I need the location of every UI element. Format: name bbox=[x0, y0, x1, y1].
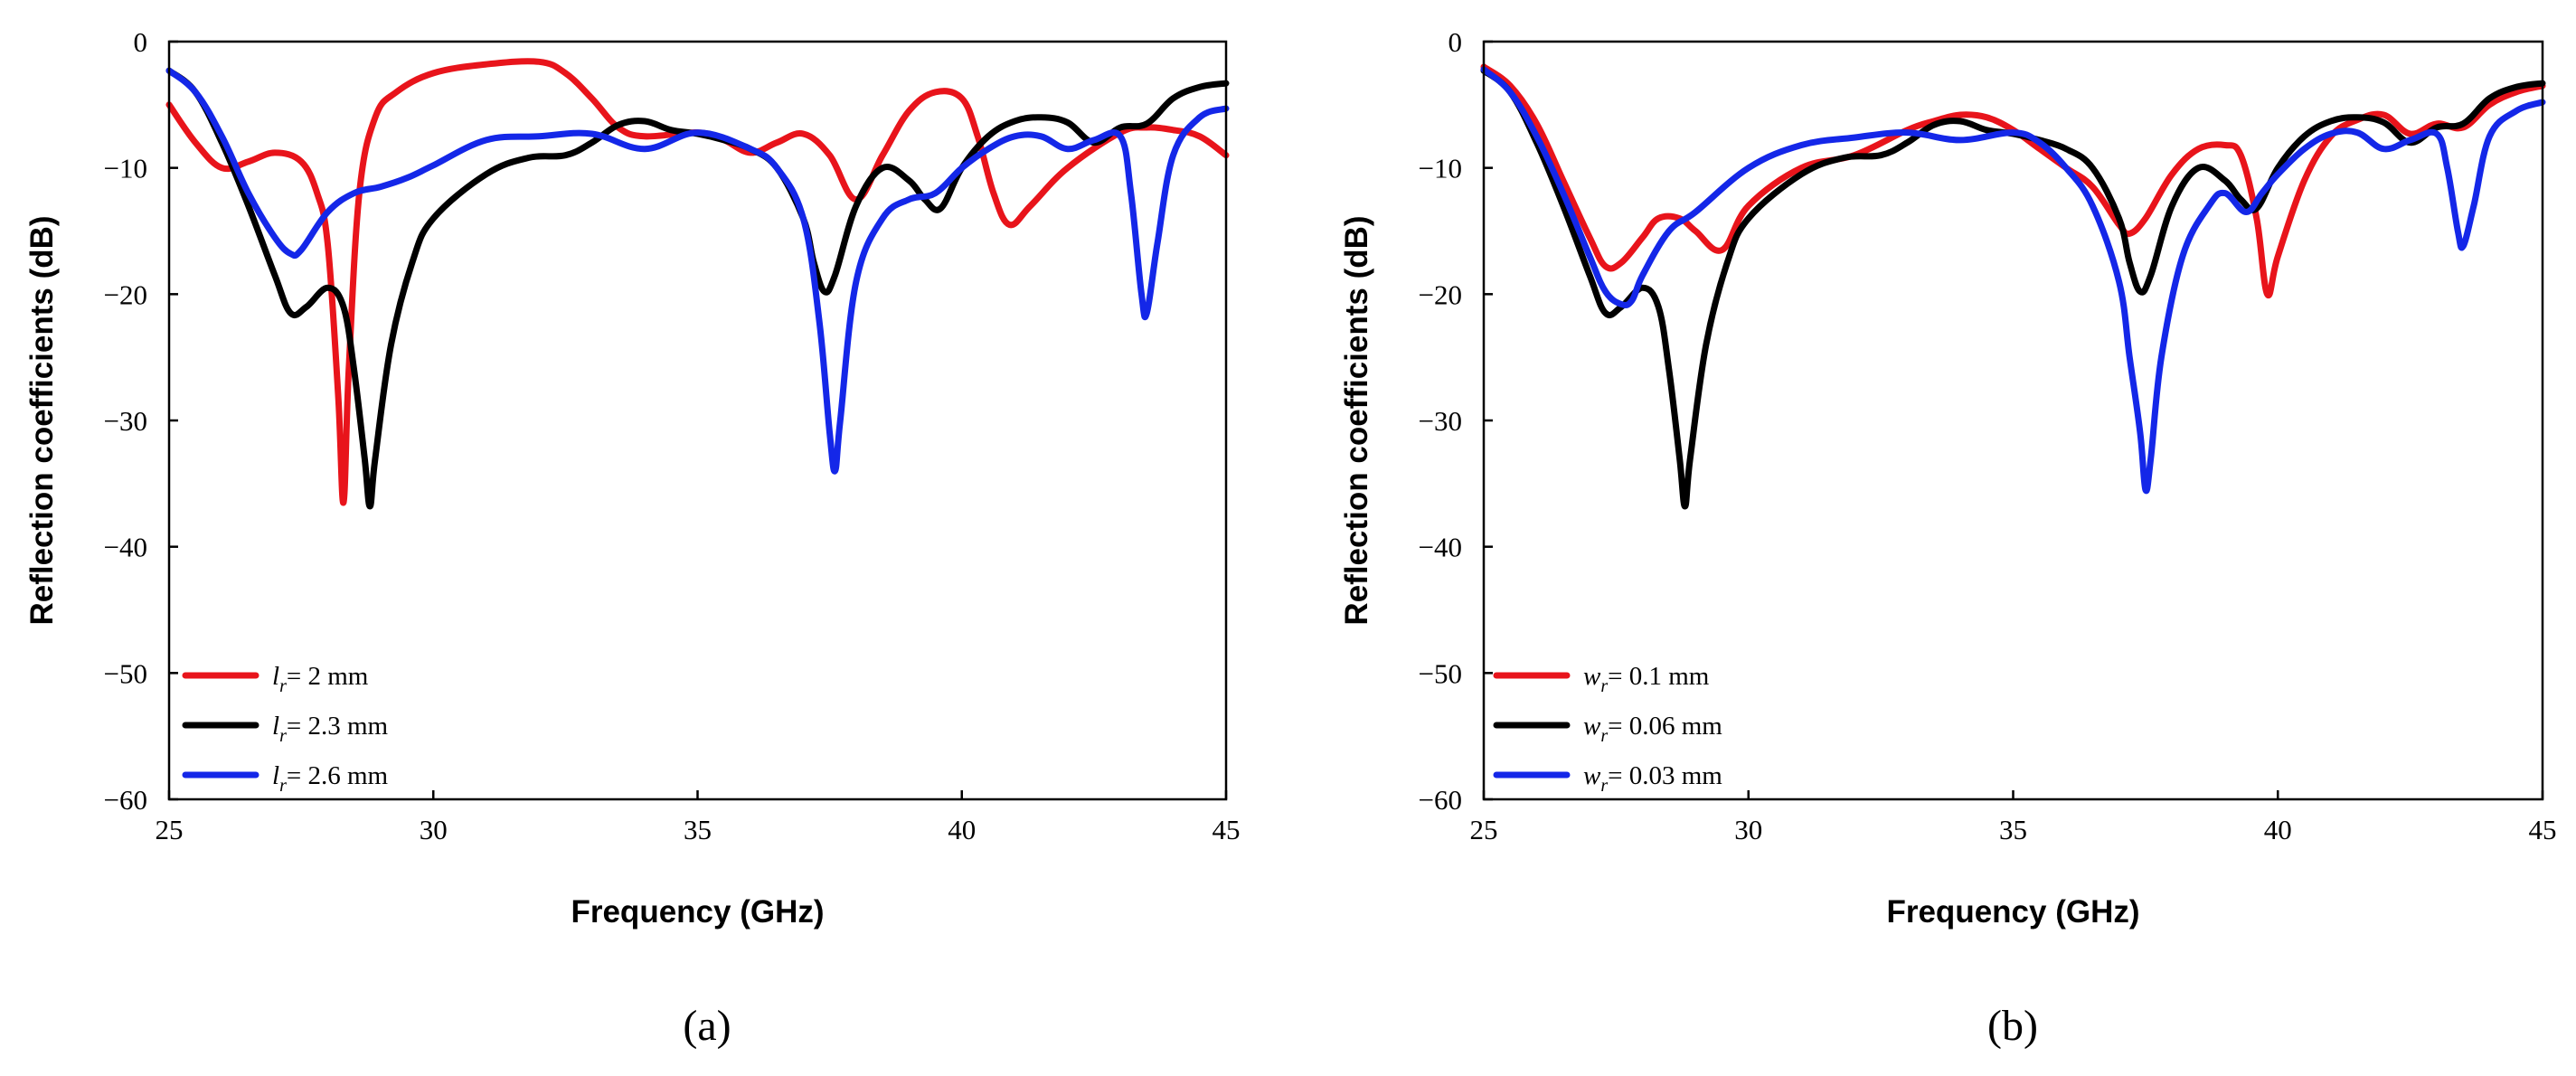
panel-caption: (a) bbox=[683, 1002, 731, 1050]
x-tick-label: 30 bbox=[1734, 814, 1762, 845]
x-tick-label: 25 bbox=[156, 814, 184, 845]
y-tick-label: −50 bbox=[1419, 657, 1462, 689]
y-tick-label: −10 bbox=[104, 153, 147, 184]
legend-entry: lr= 2.6 mm bbox=[272, 761, 389, 796]
x-tick-label: 35 bbox=[684, 814, 712, 845]
x-tick-label: 30 bbox=[420, 814, 448, 845]
legend-entry: wr= 0.06 mm bbox=[1583, 712, 1722, 746]
series-line-b-2 bbox=[1480, 66, 2546, 495]
legend: wr= 0.1 mm wr= 0.06 mm wr= 0.03 mm bbox=[1493, 662, 1722, 796]
y-tick-label: −20 bbox=[104, 278, 147, 310]
y-tick-label: −50 bbox=[104, 657, 147, 689]
x-tick-label: 40 bbox=[2264, 814, 2292, 845]
x-axis-label: Frequency (GHz) bbox=[1886, 894, 2139, 930]
y-tick-label: 0 bbox=[134, 26, 148, 58]
series-line-a-1 bbox=[165, 67, 1230, 510]
series-line-b-1 bbox=[1480, 67, 2546, 510]
x-tick-label: 35 bbox=[1999, 814, 2027, 845]
y-axis-label: Reflection coefficients (dB) bbox=[24, 215, 60, 625]
chart-panel-a: 25 30 35 40 45 0 −10 −20 −30 −40 −50 −60 Frequency (… bbox=[24, 26, 1241, 1050]
legend-entry: lr= 2 mm bbox=[272, 662, 369, 696]
y-tick-label: −30 bbox=[104, 405, 147, 437]
x-tick-label: 45 bbox=[2529, 814, 2557, 845]
series-line-a-2 bbox=[165, 67, 1230, 475]
x-tick-label: 25 bbox=[1470, 814, 1498, 845]
panel-caption: (b) bbox=[1987, 1002, 2038, 1050]
y-tick-label: −40 bbox=[104, 532, 147, 563]
legend-entry: wr= 0.03 mm bbox=[1583, 761, 1722, 796]
chart-panel-b: 25 30 35 40 45 0 −10 −20 −30 −40 −50 −60 Frequency (… bbox=[1339, 26, 2557, 1050]
legend-entry: lr= 2.3 mm bbox=[272, 712, 389, 746]
series-line-b-0 bbox=[1480, 63, 2546, 299]
legend: lr= 2 mm lr= 2.3 mm lr= 2.6 mm bbox=[182, 662, 389, 796]
x-tick-label: 40 bbox=[948, 814, 976, 845]
y-tick-label: −10 bbox=[1419, 153, 1462, 184]
y-tick-label: −30 bbox=[1419, 405, 1462, 437]
y-tick-label: 0 bbox=[1448, 26, 1463, 58]
y-axis-label: Reflection coefficients (dB) bbox=[1339, 215, 1374, 625]
y-tick-label: −60 bbox=[104, 784, 147, 816]
y-tick-label: −20 bbox=[1419, 278, 1462, 310]
series-line-a-0 bbox=[165, 58, 1230, 506]
x-axis-label: Frequency (GHz) bbox=[571, 894, 824, 930]
x-tick-label: 45 bbox=[1213, 814, 1241, 845]
y-tick-label: −60 bbox=[1419, 784, 1462, 816]
y-tick-label: −40 bbox=[1419, 532, 1462, 563]
legend-entry: wr= 0.1 mm bbox=[1583, 662, 1710, 696]
